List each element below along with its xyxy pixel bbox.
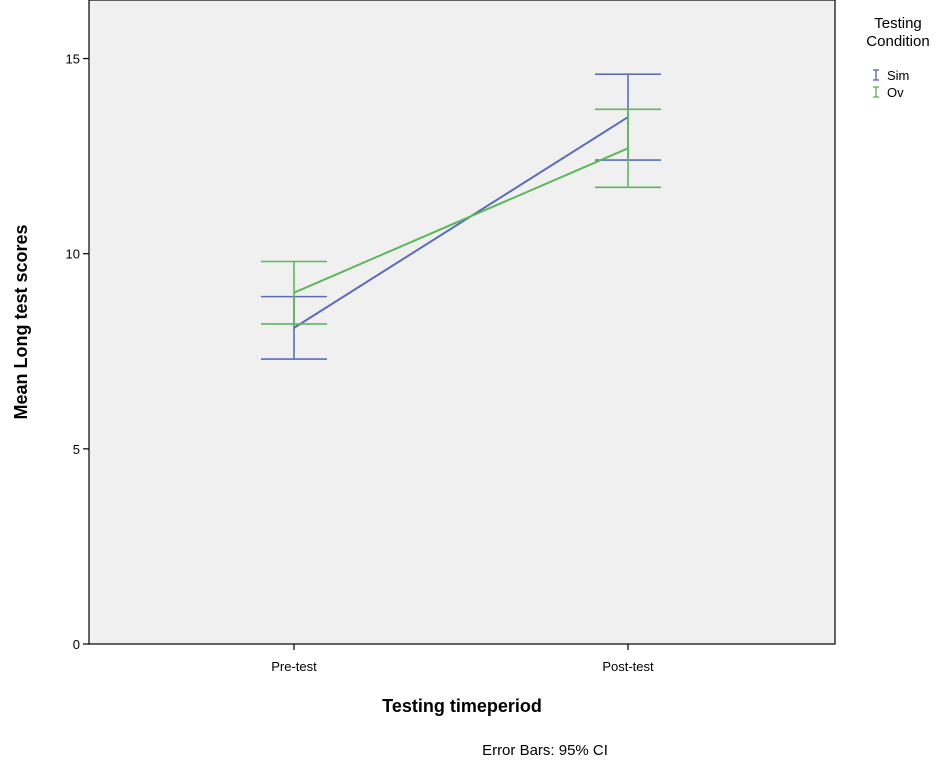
x-tick-label: Pre-test [271,659,317,674]
legend-item-sim: Sim [873,68,909,83]
x-tick-label: Post-test [602,659,654,674]
series-ov [261,108,661,325]
series-line [293,147,629,294]
legend-label: Ov [887,85,904,100]
y-tick-label: 10 [66,247,80,262]
legend: Testing Condition Sim Ov [866,15,929,100]
legend-item-ov: Ov [873,85,904,100]
x-axis: Pre-test Post-test [271,644,654,674]
series-layer [261,73,661,360]
y-axis-title: Mean Long test scores [11,224,31,419]
legend-title-line1: Testing [874,15,922,32]
y-tick-label: 5 [73,442,80,457]
plot-area [88,0,836,645]
y-axis: 0 5 10 15 [66,52,89,652]
series-line [293,116,629,329]
x-axis-title: Testing timeperiod [382,696,542,716]
y-tick-label: 15 [66,52,80,67]
legend-title-line2: Condition [866,33,929,50]
error-bars-note: Error Bars: 95% CI [482,742,608,759]
y-tick-label: 0 [73,637,80,652]
legend-label: Sim [887,68,909,83]
